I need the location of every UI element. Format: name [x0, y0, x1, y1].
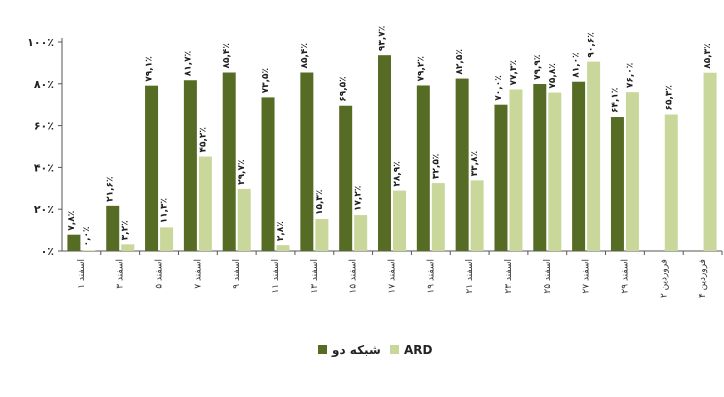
data-label: ۸۱,۷٪: [183, 51, 193, 76]
data-label: ۳۲,۵٪: [431, 154, 441, 179]
bar-ard: [82, 250, 95, 251]
bar-ard: [315, 219, 328, 251]
bar-shabake-do: [106, 206, 119, 251]
bar-ard: [432, 183, 445, 251]
y-tick-label: ۰٪: [41, 245, 54, 258]
data-label: ۲۱,۶٪: [106, 176, 116, 201]
bar-shabake-do: [378, 55, 391, 251]
data-label: ۶۹,۵٪: [339, 76, 349, 101]
bar-shabake-do: [611, 117, 624, 251]
data-label: ۳۳,۸٪: [470, 151, 480, 176]
category-label: ۱۱ اسفند: [271, 259, 281, 294]
category-label: ۷ اسفند: [193, 259, 203, 289]
data-label: ۸۱,۰٪: [572, 52, 582, 77]
data-label: ۲۸,۹٪: [393, 161, 403, 186]
category-label: ۳ اسفند: [116, 259, 126, 289]
category-label: ۵ اسفند: [155, 259, 165, 289]
data-label: ۲,۸٪: [276, 221, 286, 241]
data-label: ۷۹,۲٪: [416, 56, 426, 81]
legend-swatch-shabake-do: [318, 345, 327, 354]
bar-ard: [587, 62, 600, 251]
bar-shabake-do: [572, 82, 585, 251]
legend-swatch-ard: [390, 345, 399, 354]
bar-ard: [160, 227, 173, 251]
data-label: ۳,۲٪: [121, 220, 131, 240]
y-tick-label: ۴۰٪: [34, 161, 54, 174]
data-label: ۶۵,۳٪: [664, 85, 674, 110]
bar-shabake-do: [67, 235, 80, 251]
bar-shabake-do: [223, 73, 236, 251]
bar-shabake-do: [262, 97, 275, 251]
category-label: ۹ اسفند: [232, 259, 242, 289]
category-label: ۴ فروردین: [698, 259, 708, 298]
data-label: ۷۵,۸٪: [548, 63, 558, 88]
data-label: ۷۳,۵٪: [261, 68, 271, 93]
bar-shabake-do: [184, 80, 197, 251]
bar-ard: [471, 180, 484, 251]
data-label: ۸۵,۴٪: [300, 43, 310, 68]
bar-ard: [277, 245, 290, 251]
category-label: ۱۷ اسفند: [388, 259, 398, 294]
bar-shabake-do: [339, 106, 352, 251]
bar-ard: [121, 244, 134, 251]
bar-ard: [393, 191, 406, 251]
category-label: ۲۹ اسفند: [620, 259, 630, 294]
category-label: ۲۳ اسفند: [504, 259, 514, 294]
data-label: ۷۰,۰٪: [494, 75, 504, 100]
category-label: ۲۵ اسفند: [543, 259, 553, 294]
data-label: ۸۲,۵٪: [455, 49, 465, 74]
data-label: ۷۹,۱٪: [145, 56, 155, 81]
data-label: ۰,۰٪: [82, 226, 92, 246]
bar-ard: [509, 89, 522, 251]
bar-shabake-do: [456, 79, 469, 251]
category-label: ۱۳ اسفند: [310, 259, 320, 294]
bar-ard: [626, 92, 639, 251]
y-tick-label: ۸۰٪: [34, 78, 54, 91]
bar-ard: [704, 73, 717, 251]
bar-shabake-do: [494, 105, 507, 251]
category-label: ۲۱ اسفند: [465, 259, 475, 294]
data-label: ۷,۸٪: [67, 211, 77, 231]
data-label: ۶۴,۱٪: [610, 88, 620, 113]
bar-ard: [199, 157, 212, 251]
bar-shabake-do: [533, 84, 546, 251]
bar-ard: [665, 115, 678, 251]
data-label: ۱۵,۳٪: [315, 190, 325, 215]
data-label: ۱۷,۲٪: [354, 186, 364, 211]
data-label: ۴۵,۲٪: [198, 127, 208, 152]
data-label: ۹۰,۶٪: [587, 32, 597, 57]
legend-label-ard: ARD: [404, 343, 433, 357]
category-label: ۲ فروردین: [659, 259, 669, 298]
legend: شبکه دو ARD: [318, 343, 433, 358]
category-label: ۱ اسفند: [77, 259, 87, 289]
bar-shabake-do: [145, 86, 158, 251]
bar-shabake-do: [417, 85, 430, 251]
bar-ard: [548, 93, 561, 251]
legend-label-shabake-do: شبکه دو: [331, 343, 381, 358]
data-label: ۸۵,۳٪: [703, 43, 713, 68]
data-label: ۸۵,۴٪: [222, 43, 232, 68]
data-label: ۲۹,۷٪: [237, 160, 247, 185]
bar-ard: [238, 189, 251, 251]
bar-shabake-do: [300, 73, 313, 251]
y-tick-label: ۱۰۰٪: [27, 36, 54, 49]
category-label: ۱۵ اسفند: [349, 259, 359, 294]
category-label: ۱۹ اسفند: [426, 259, 436, 294]
data-label: ۷۹,۹٪: [533, 55, 543, 80]
y-tick-label: ۶۰٪: [34, 120, 54, 133]
bar-ard: [354, 215, 367, 251]
category-label: ۲۷ اسفند: [582, 259, 592, 294]
data-label: ۱۱,۳٪: [160, 198, 170, 223]
data-label: ۷۷,۳٪: [509, 60, 519, 85]
y-tick-label: ۲۰٪: [34, 203, 54, 216]
data-label: ۷۶,۰٪: [625, 63, 635, 88]
data-label: ۹۳,۷٪: [378, 26, 388, 51]
